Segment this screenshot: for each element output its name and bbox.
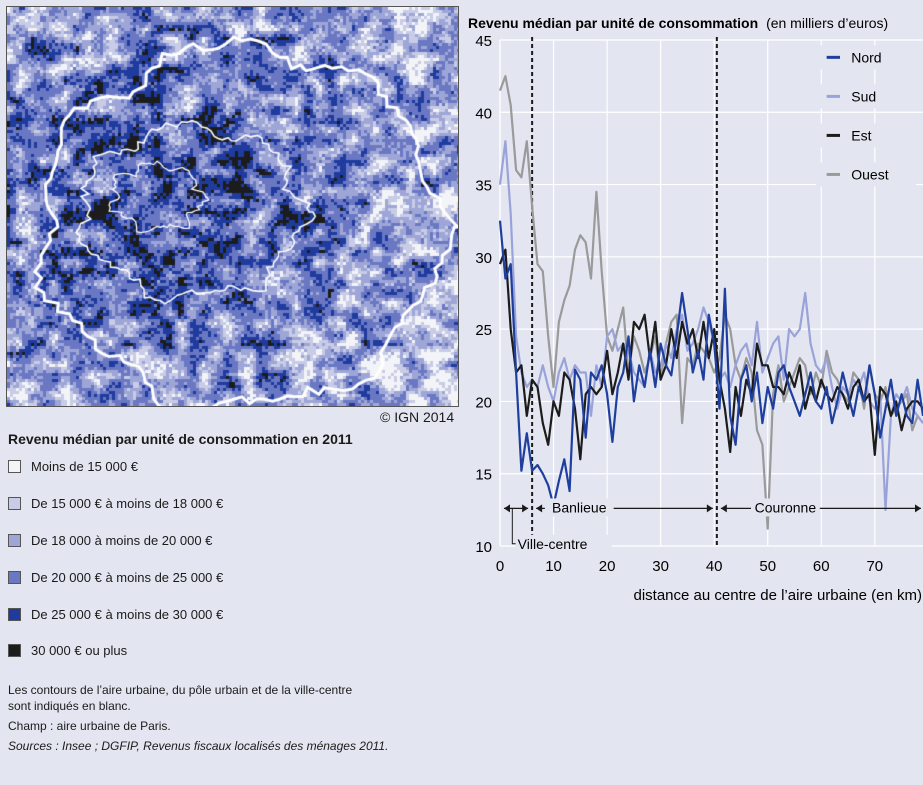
income-line-chart: Revenu médian par unité de consommation …	[468, 15, 923, 604]
legend-series-label: Est	[851, 127, 871, 143]
zone-label: Couronne	[755, 499, 817, 515]
zone-label-bg	[544, 498, 614, 517]
y-tick-label: 25	[475, 322, 492, 339]
legend-item: De 20 000 € à moins de 25 000 €	[8, 570, 223, 585]
zone-label-bg	[515, 534, 612, 553]
x-axis-label: distance au centre de l’aire urbaine (en…	[634, 587, 923, 604]
legend-label: De 25 000 € à moins de 30 000 €	[31, 607, 224, 622]
chart-series	[498, 74, 923, 530]
legend-label: 30 000 € ou plus	[31, 643, 128, 658]
legend-series-label: Nord	[851, 49, 881, 65]
chart-grid	[499, 39, 923, 547]
zone-dividers	[531, 37, 718, 546]
series-line-ouest	[498, 74, 923, 530]
legend-swatch	[8, 460, 21, 473]
series-line-nord	[498, 220, 923, 507]
y-tick-label: 20	[475, 394, 492, 411]
series-line-est	[498, 248, 923, 461]
legend-swatch	[8, 497, 21, 510]
y-tick-label: 15	[475, 467, 492, 484]
y-tick-label: 35	[475, 178, 492, 195]
legend-item: De 15 000 € à moins de 18 000 €	[8, 496, 223, 511]
legend-label: Moins de 15 000 €	[31, 459, 138, 474]
y-tick-label: 10	[475, 539, 492, 556]
chart-title: Revenu médian par unité de consommation …	[468, 15, 888, 31]
legend-series-label: Ouest	[851, 166, 888, 182]
zone-annotations: Banlieue Couronne Ville-centre	[504, 498, 921, 553]
scope-note: Champ : aire urbaine de Paris.	[8, 719, 171, 733]
x-tick-label: 70	[866, 558, 883, 575]
zone-label: Ville-centre	[518, 536, 588, 552]
x-tick-label: 30	[652, 558, 669, 575]
x-tick-label: 10	[545, 558, 562, 575]
map-credit: © IGN 2014	[380, 409, 455, 425]
legend-swatch	[8, 571, 21, 584]
legend-label: De 20 000 € à moins de 25 000 €	[31, 570, 224, 585]
contours-note-line1: Les contours de l’aire urbaine, du pôle …	[8, 683, 353, 697]
zone-label: Banlieue	[552, 499, 607, 515]
x-tick-label: 40	[706, 558, 723, 575]
x-tick-label: 50	[759, 558, 776, 575]
arrow-head-right	[522, 504, 529, 513]
legend-swatch	[8, 534, 21, 547]
x-tick-label: 0	[496, 558, 504, 575]
arrow-head-left	[536, 504, 543, 513]
legend-label: De 15 000 € à moins de 18 000 €	[31, 496, 224, 511]
y-tick-label: 40	[475, 105, 492, 122]
y-tick-label: 45	[475, 33, 492, 50]
contours-note-line2: sont indiqués en blanc.	[8, 699, 131, 713]
arrow-head-left	[504, 504, 510, 513]
chart-legend: Nord Sud Est Ouest	[815, 45, 916, 187]
income-map	[6, 6, 459, 407]
y-tick-label: 30	[475, 250, 492, 267]
legend-item: De 18 000 à moins de 20 000 €	[8, 533, 212, 548]
sources-note: Sources : Insee ; DGFIP, Revenus fiscaux…	[8, 739, 389, 753]
legend-swatch	[8, 644, 21, 657]
legend-item: Moins de 15 000 €	[8, 459, 138, 474]
chart-title-unit: (en milliers d’euros)	[766, 15, 888, 31]
arrow-head-right	[706, 504, 713, 513]
legend-title: Revenu médian par unité de consommation …	[8, 431, 353, 447]
x-tick-label: 60	[813, 558, 830, 575]
arrow-head-right	[915, 504, 921, 513]
legend-item: De 25 000 € à moins de 30 000 €	[8, 607, 223, 622]
legend-swatch	[8, 608, 21, 621]
chart-title-main: Revenu médian par unité de consommation	[468, 15, 758, 31]
legend-label: De 18 000 à moins de 20 000 €	[31, 533, 213, 548]
legend-item: 30 000 € ou plus	[8, 643, 127, 658]
legend-series-label: Sud	[851, 88, 876, 104]
x-tick-label: 20	[599, 558, 616, 575]
y-axis-ticks: 10 15 20 25 30 35 40 45	[475, 33, 492, 556]
zone-label-bg	[750, 498, 820, 517]
arrow-head-left	[720, 504, 727, 513]
x-axis-ticks: 0 10 20 30 40 50 60 70	[496, 558, 883, 575]
